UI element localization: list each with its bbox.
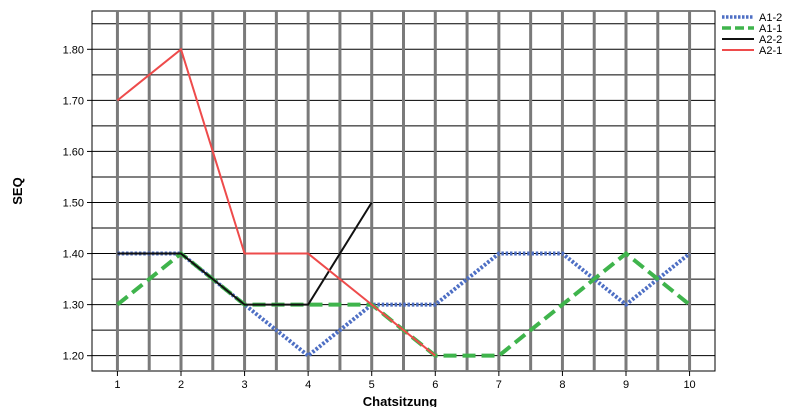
y-tick-label: 1.50 <box>63 197 84 209</box>
x-tick-label: 8 <box>559 379 565 391</box>
x-tick-label: 5 <box>369 379 375 391</box>
x-tick-label: 7 <box>496 379 502 391</box>
x-tick-label: 10 <box>683 379 695 391</box>
y-tick-label: 1.30 <box>63 300 84 312</box>
x-tick-label: 2 <box>178 379 184 391</box>
x-axis-title: Chatsitzung <box>363 394 437 407</box>
legend-label-a2-1: A2-1 <box>759 45 782 57</box>
legend-label-a1-1: A1-1 <box>759 23 782 35</box>
legend-label-a1-2: A1-2 <box>759 12 782 24</box>
x-tick-label: 1 <box>114 379 120 391</box>
y-tick-label: 1.40 <box>63 249 84 261</box>
legend-label-a2-2: A2-2 <box>759 34 782 46</box>
y-tick-label: 1.70 <box>63 95 84 107</box>
grid-lines <box>92 11 715 371</box>
series-line-a2-1 <box>116 47 436 357</box>
legend: A1-2A1-1A2-2A2-1 <box>722 12 782 57</box>
x-tick-label: 4 <box>305 379 311 391</box>
x-tick-label: 3 <box>242 379 248 391</box>
x-tick-label: 6 <box>432 379 438 391</box>
y-axis-title: SEQ <box>10 177 25 204</box>
y-tick-label: 1.80 <box>63 44 84 56</box>
series-lines <box>116 47 691 359</box>
axes: 1.20 1.30 1.40 1.50 1.60 1.70 1.80 1 2 3 4 5 6 7 8 9 10 <box>63 44 696 391</box>
y-tick-label: 1.60 <box>63 146 84 158</box>
x-tick-label: 9 <box>623 379 629 391</box>
y-tick-label: 1.20 <box>63 351 84 363</box>
